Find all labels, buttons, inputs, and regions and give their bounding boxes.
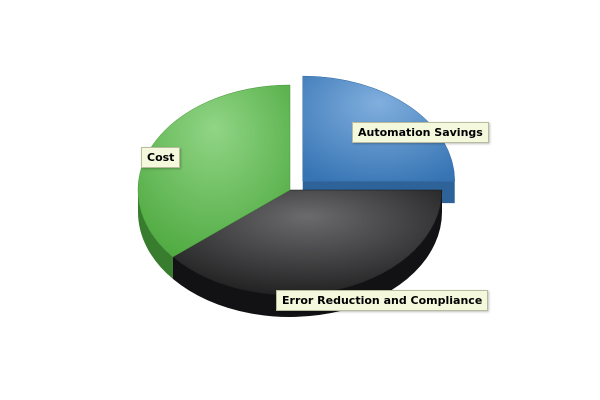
slice-label-error-reduction-and-compliance: Error Reduction and Compliance: [276, 290, 489, 311]
slice-error-reduction-and-compliance[interactable]: [172, 189, 443, 296]
slice-cost[interactable]: [137, 84, 291, 258]
slice-label-cost: Cost: [141, 147, 181, 168]
slice-side-1: [172, 190, 443, 317]
slice-label-automation-savings: Automation Savings: [352, 122, 489, 143]
slice-side-2: [138, 190, 173, 279]
